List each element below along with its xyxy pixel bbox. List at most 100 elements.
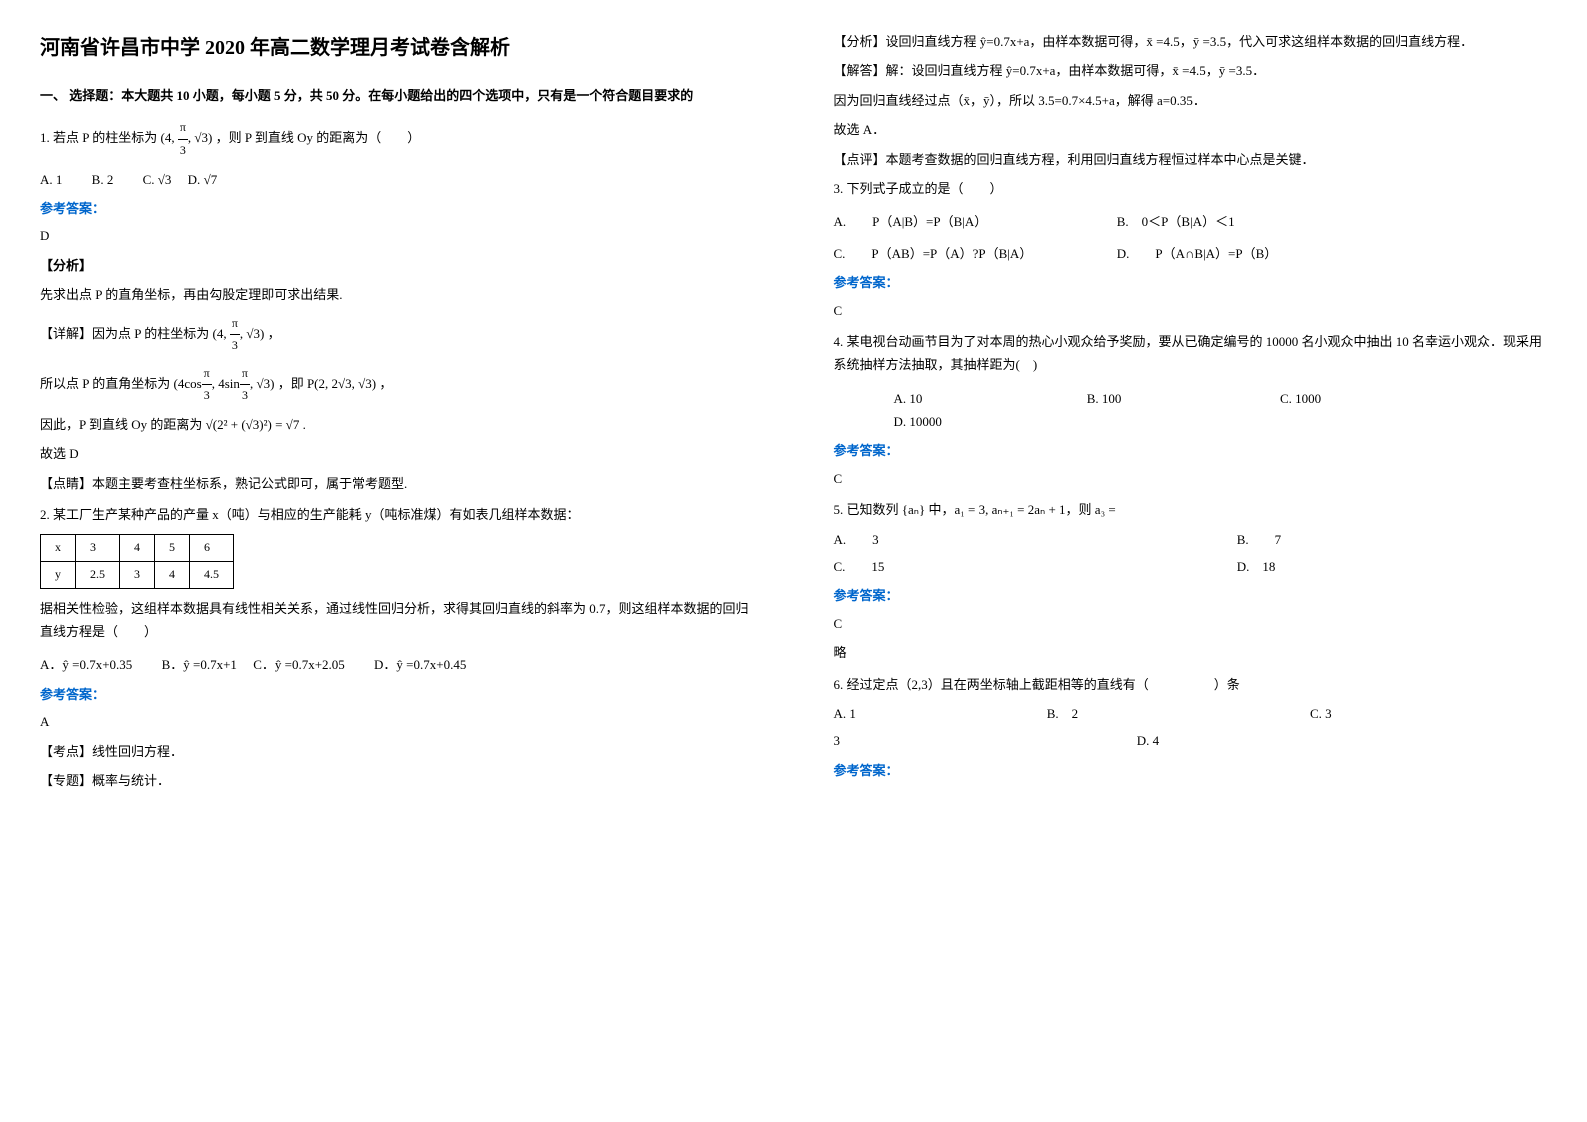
- q1-detail-label: 【详解】因为点 P 的柱坐标为: [40, 326, 209, 341]
- q2-dianping: 【点评】本题考查数据的回归直线方程，利用回归直线方程恒过样本中心点是关键．: [834, 148, 1548, 171]
- table-cell: 4: [120, 535, 155, 562]
- q4-optC: C. 1000: [1280, 387, 1440, 410]
- table-row: y 2.5 3 4 4.5: [41, 562, 234, 589]
- q3-optD: D. P（A∩B|A）=P（B）: [1117, 242, 1278, 265]
- q1-suffix: ，则 P 到直线 Oy 的距离为（ ）: [216, 130, 421, 145]
- q1-text: 1. 若点 P 的柱坐标为 (4, π3, √3) ，则 P 到直线 Oy 的距…: [40, 117, 754, 161]
- question-3: 3. 下列式子成立的是（ ） A. P（A|B）=P（B|A） B. 0＜P（B…: [834, 177, 1548, 322]
- q2-text: 2. 某工厂生产某种产品的产量 x（吨）与相应的生产能耗 y（吨标准煤）有如表几…: [40, 503, 754, 526]
- q1-point: 【点睛】本题主要考查柱坐标系，熟记公式即可，属于常考题型.: [40, 472, 754, 495]
- q2-options: A．ŷ =0.7x+0.35 B．ŷ =0.7x+1 C．ŷ =0.7x+2.0…: [40, 653, 754, 676]
- q4-answer: C: [834, 467, 1548, 490]
- q3-answer: C: [834, 299, 1548, 322]
- question-2: 2. 某工厂生产某种产品的产量 x（吨）与相应的生产能耗 y（吨标准煤）有如表几…: [40, 503, 754, 792]
- q5-optC: C. 15: [834, 555, 1204, 578]
- q6-options-row1: A. 1 B. 2 C. 3: [834, 702, 1548, 725]
- q6-text: 6. 经过定点（2,3）且在两坐标轴上截距相等的直线有（ ）条: [834, 673, 1548, 696]
- q1-detail2-formula: (4cosπ3, 4sinπ3, √3): [174, 363, 275, 407]
- q1-detail3-formula: √(2² + (√3)²) = √7: [206, 417, 300, 432]
- table-cell: 4: [155, 562, 190, 589]
- q5-options-row1: A. 3 B. 7: [834, 528, 1548, 551]
- q2-answer-label: 参考答案：: [40, 683, 754, 706]
- q2-answer: A: [40, 710, 754, 733]
- question-6: 6. 经过定点（2,3）且在两坐标轴上截距相等的直线有（ ）条 A. 1 B. …: [834, 673, 1548, 783]
- q6-optA: A. 1: [834, 702, 1014, 725]
- q5-optB: B. 7: [1237, 528, 1281, 551]
- q4-optB: B. 100: [1087, 387, 1247, 410]
- q5-optA: A. 3: [834, 528, 1204, 551]
- table-cell: 5: [155, 535, 190, 562]
- page-title: 河南省许昌市中学 2020 年高二数学理月考试卷含解析: [40, 30, 754, 66]
- q1-answer-label: 参考答案：: [40, 197, 754, 220]
- q1-optB: B. 2: [92, 172, 114, 187]
- q1-analysis: 先求出点 P 的直角坐标，再由勾股定理即可求出结果.: [40, 283, 754, 306]
- q2-table: x 3 4 5 6 y 2.5 3 4 4.5: [40, 534, 234, 588]
- left-column: 河南省许昌市中学 2020 年高二数学理月考试卷含解析 一、 选择题：本大题共 …: [0, 0, 794, 1122]
- q1-analysis-label: 【分析】: [40, 254, 754, 277]
- q3-answer-label: 参考答案：: [834, 271, 1548, 294]
- q1-options: A. 1 B. 2 C. √3 D. √7: [40, 168, 754, 191]
- q1-choice: 故选 D: [40, 442, 754, 465]
- q5-prefix: 5. 已知数列: [834, 502, 899, 517]
- table-cell: x: [41, 535, 76, 562]
- q2-kaodian: 【考点】线性回归方程．: [40, 740, 754, 763]
- q6-answer-label: 参考答案：: [834, 759, 1548, 782]
- q6-optD: D. 4: [1137, 729, 1159, 752]
- q2-optD: D．ŷ =0.7x+0.45: [374, 657, 466, 672]
- q3-options-row1: A. P（A|B）=P（B|A） B. 0＜P（B|A）＜1: [834, 210, 1548, 233]
- q2-zhuanti: 【专题】概率与统计．: [40, 769, 754, 792]
- q5-text: 5. 已知数列 {aₙ} 中，a₁ = 3, aₙ₊₁ = 2aₙ + 1，则 …: [834, 498, 1548, 521]
- q5-options-row2: C. 15 D. 18: [834, 555, 1548, 578]
- q4-options: A. 10 B. 100 C. 1000 D. 10000: [834, 387, 1548, 434]
- q6-optB: B. 2: [1047, 702, 1277, 725]
- q5-answer: C: [834, 612, 1548, 635]
- table-cell: 3: [76, 535, 120, 562]
- q2-jieda: 【解答】解：设回归直线方程 ŷ=0.7x+a，由样本数据可得，x̄ =4.5，ȳ…: [834, 59, 1548, 82]
- q1-detail2-suffix: ，: [379, 376, 392, 391]
- q5-formula: {aₙ}: [902, 502, 925, 517]
- question-1: 1. 若点 P 的柱坐标为 (4, π3, √3) ，则 P 到直线 Oy 的距…: [40, 117, 754, 495]
- q5-mid: 中，a₁ = 3, aₙ₊₁ = 2aₙ + 1，则 a₃ =: [928, 502, 1115, 517]
- section-header: 一、 选择题：本大题共 10 小题，每小题 5 分，共 50 分。在每小题给出的…: [40, 84, 754, 107]
- question-4: 4. 某电视台动画节目为了对本周的热心小观众给予奖励，要从已确定编号的 1000…: [834, 330, 1548, 490]
- q1-detail3-prefix: 因此，P 到直线 Oy 的距离为: [40, 417, 202, 432]
- table-cell: 3: [120, 562, 155, 589]
- q6-options-row2: 3 D. 4: [834, 729, 1548, 752]
- q2-optA: A．ŷ =0.7x+0.35: [40, 657, 132, 672]
- q2-text2: 据相关性检验，这组样本数据具有线性相关关系，通过线性回归分析，求得其回归直线的斜…: [40, 597, 754, 644]
- q1-optD-val: √7: [204, 172, 218, 187]
- q4-optA: A. 10: [894, 387, 1054, 410]
- q4-optD: D. 10000: [894, 410, 942, 433]
- table-cell: 6: [190, 535, 234, 562]
- right-column: 【分析】设回归直线方程 ŷ=0.7x+a，由样本数据可得，x̄ =4.5，ȳ =…: [794, 0, 1587, 1122]
- q1-answer: D: [40, 224, 754, 247]
- q4-text: 4. 某电视台动画节目为了对本周的热心小观众给予奖励，要从已确定编号的 1000…: [834, 330, 1548, 377]
- q2-optC: C．ŷ =0.7x+2.05: [253, 657, 345, 672]
- q3-optB: B. 0＜P（B|A）＜1: [1117, 210, 1235, 233]
- table-cell: y: [41, 562, 76, 589]
- q1-detail3-suffix: .: [303, 417, 306, 432]
- q2-jieda2: 因为回归直线经过点（x̄，ȳ），所以 3.5=0.7×4.5+a，解得 a=0.…: [834, 89, 1548, 112]
- q1-optC-val: √3: [158, 172, 172, 187]
- q1-detail: 【详解】因为点 P 的柱坐标为 (4, π3, √3) ，: [40, 313, 754, 357]
- q2-optB: B．ŷ =0.7x+1: [162, 657, 237, 672]
- table-cell: 2.5: [76, 562, 120, 589]
- q1-detail2: 所以点 P 的直角坐标为 (4cosπ3, 4sinπ3, √3) ，即 P(2…: [40, 363, 754, 407]
- table-cell: 4.5: [190, 562, 234, 589]
- q1-optA: A. 1: [40, 172, 62, 187]
- q2-jieda3: 故选 A．: [834, 118, 1548, 141]
- q1-detail-formula1: (4, π3, √3): [213, 313, 265, 357]
- q6-optC: C. 3: [1310, 702, 1332, 725]
- q3-options-row2: C. P（AB）=P（A）?P（B|A） D. P（A∩B|A）=P（B）: [834, 242, 1548, 265]
- q1-formula: (4, π3, √3): [161, 117, 213, 161]
- q3-text: 3. 下列式子成立的是（ ）: [834, 177, 1548, 200]
- q3-optC: C. P（AB）=P（A）?P（B|A）: [834, 242, 1084, 265]
- q1-optC-prefix: C.: [143, 172, 158, 187]
- q5-lue: 略: [834, 641, 1548, 664]
- q1-detail3: 因此，P 到直线 Oy 的距离为 √(2² + (√3)²) = √7 .: [40, 413, 754, 436]
- question-5: 5. 已知数列 {aₙ} 中，a₁ = 3, aₙ₊₁ = 2aₙ + 1，则 …: [834, 498, 1548, 664]
- q2-fenxi: 【分析】设回归直线方程 ŷ=0.7x+a，由样本数据可得，x̄ =4.5，ȳ =…: [834, 30, 1548, 53]
- q1-detail2-prefix: 所以点 P 的直角坐标为: [40, 376, 170, 391]
- q4-answer-label: 参考答案：: [834, 439, 1548, 462]
- q1-detail2-mid: ，即: [278, 376, 304, 391]
